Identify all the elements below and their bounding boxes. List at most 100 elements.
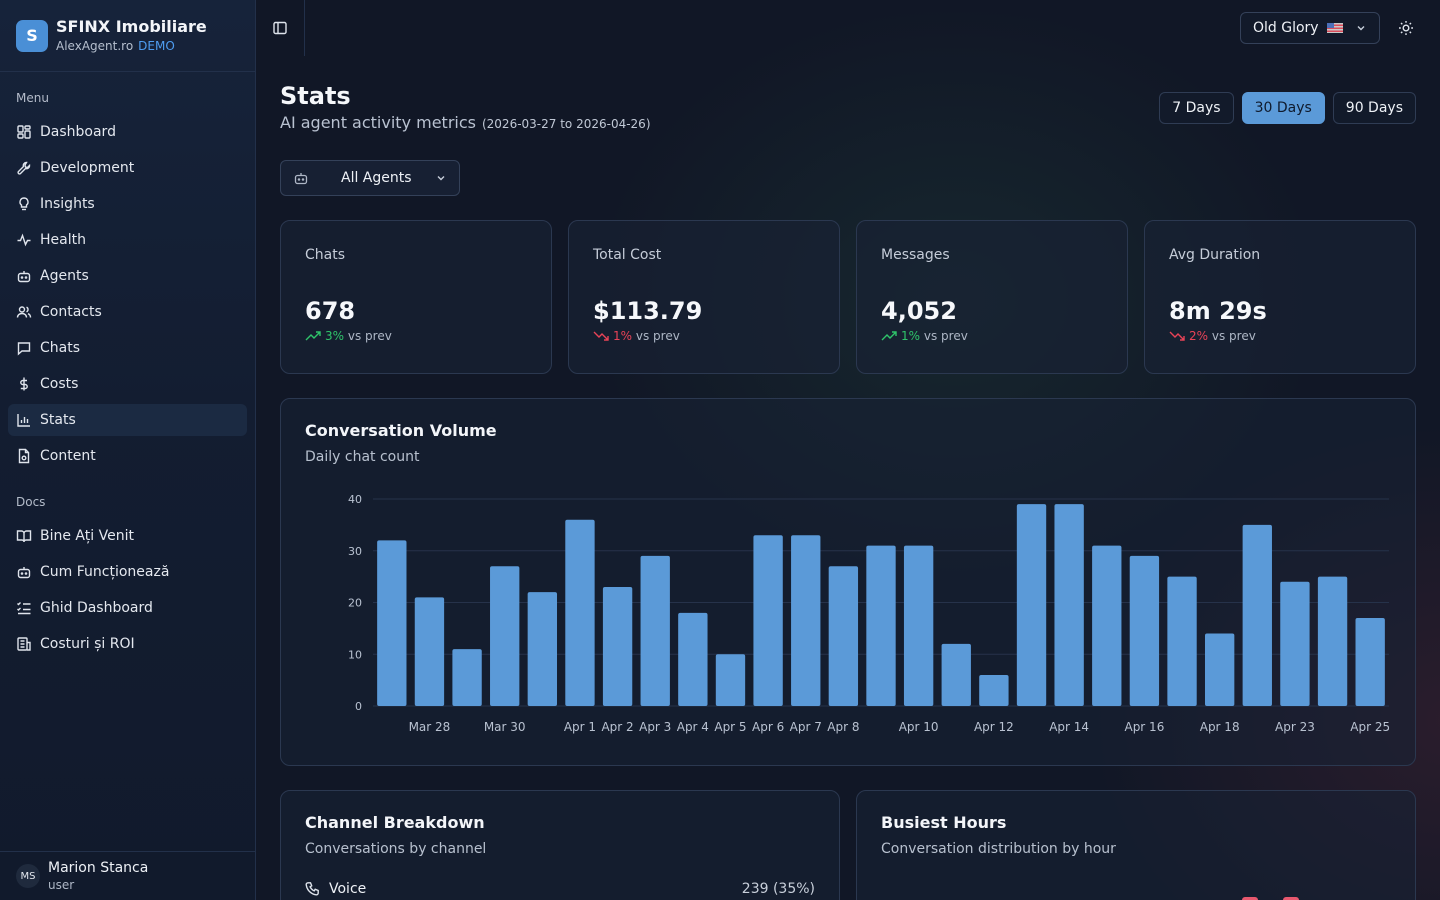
x-tick-label: Apr 4 [677, 720, 709, 734]
sidebar-item-insights[interactable]: Insights [8, 188, 247, 220]
sidebar-item-development[interactable]: Development [8, 152, 247, 184]
bar-apr-24[interactable] [1317, 576, 1348, 706]
hour-bar [1242, 897, 1258, 900]
x-tick-label: Apr 18 [1200, 720, 1240, 734]
y-tick-label: 30 [348, 545, 362, 558]
bar-apr-8[interactable] [828, 566, 859, 706]
x-tick-label: Apr 25 [1350, 720, 1390, 734]
sidebar-item-chats[interactable]: Chats [8, 332, 247, 364]
sidebar-toggle-button[interactable] [256, 0, 305, 56]
bar-apr-15[interactable] [1092, 545, 1122, 706]
chevron-down-icon [1357, 26, 1365, 31]
sidebar-item-contacts[interactable]: Contacts [8, 296, 247, 328]
bar-apr-7[interactable] [791, 535, 821, 706]
panel-subtitle: Conversations by channel [305, 841, 487, 857]
menu-heading: Menu [16, 91, 49, 105]
range-30-days-button[interactable]: 30 Days [1241, 92, 1325, 124]
stat-delta-value: 1% [901, 329, 921, 343]
theme-select[interactable]: Old Glory [1240, 12, 1380, 44]
x-tick-label: Apr 7 [790, 720, 822, 734]
bar-apr-2[interactable] [602, 586, 633, 706]
x-tick-label: Apr 5 [714, 720, 746, 734]
bar-apr-18[interactable] [1204, 633, 1235, 706]
stat-label: Messages [881, 247, 950, 263]
panel-title: Conversation Volume [305, 421, 497, 440]
page-subtitle-text: AI agent activity metrics [280, 113, 476, 132]
bar-apr-16[interactable] [1129, 555, 1160, 706]
sidebar-item-cum-functioneaza[interactable]: Cum Funcționează [8, 556, 247, 588]
trend-down-icon [593, 331, 609, 341]
sidebar-item-bine-ati-venit[interactable]: Bine Ați Venit [8, 520, 247, 552]
bar-apr-4[interactable] [678, 612, 708, 706]
x-tick-label: Apr 2 [601, 720, 633, 734]
theme-toggle-button[interactable] [1394, 16, 1418, 40]
bar-apr-10[interactable] [903, 545, 934, 706]
bar-apr-25[interactable] [1355, 618, 1385, 706]
bar-apr-11[interactable] [941, 643, 971, 706]
sidebar-item-ghid-dashboard[interactable]: Ghid Dashboard [8, 592, 247, 624]
bar-apr-19[interactable] [1242, 524, 1272, 706]
bar-apr-6[interactable] [753, 535, 783, 706]
bar-apr-17[interactable] [1167, 576, 1197, 706]
page-subtitle: AI agent activity metrics (2026-03-27 to … [280, 112, 651, 135]
bar-apr-1[interactable] [565, 519, 595, 706]
bar-apr-23[interactable] [1280, 581, 1310, 706]
agent-filter-value: All Agents [341, 170, 412, 186]
users-icon [16, 306, 32, 318]
sidebar-toggle-icon [273, 21, 287, 35]
x-tick-label: Mar 30 [484, 720, 526, 734]
stat-delta: 3% vs prev [305, 329, 527, 343]
range-90-days-button[interactable]: 90 Days [1332, 92, 1416, 124]
x-tick-label: Apr 6 [752, 720, 784, 734]
stat-label: Avg Duration [1169, 247, 1261, 263]
bar-mar-28[interactable] [414, 597, 445, 706]
sidebar-item-costs[interactable]: Costs [8, 368, 247, 400]
bar-apr-5[interactable] [715, 654, 746, 706]
bar-apr-3[interactable] [640, 555, 670, 706]
sidebar-item-label: Health [40, 232, 86, 248]
bar-mar-27[interactable] [377, 540, 407, 706]
panel-title: Channel Breakdown [305, 813, 485, 832]
bar-mar-30[interactable] [490, 566, 520, 706]
brand-header[interactable]: S SFINX Imobiliare AlexAgent.ro DEMO [0, 0, 255, 72]
bar-mar-31[interactable] [527, 592, 558, 706]
sidebar-item-dashboard[interactable]: Dashboard [8, 116, 247, 148]
bar-apr-14[interactable] [1054, 504, 1084, 706]
user-profile[interactable]: MS Marion Stanca user [0, 851, 255, 900]
receipt-icon [17, 637, 31, 651]
trend-up-icon [305, 331, 321, 341]
user-name: Marion Stanca [48, 860, 149, 876]
x-tick-label: Apr 12 [974, 720, 1014, 734]
brand-logo: S [16, 19, 48, 52]
brand-domain-row: AlexAgent.ro DEMO [56, 37, 207, 55]
sidebar-item-stats[interactable]: Stats [8, 404, 247, 436]
sidebar-item-label: Stats [40, 412, 76, 428]
sun-icon [1399, 21, 1413, 35]
sidebar-item-health[interactable]: Health [8, 224, 247, 256]
bar-mar-29[interactable] [452, 649, 482, 706]
stat-delta-value: 1% [613, 329, 633, 343]
bar-apr-12[interactable] [979, 674, 1009, 706]
range-selector: 7 Days 30 Days 90 Days [1159, 92, 1416, 124]
range-7-days-button[interactable]: 7 Days [1159, 92, 1234, 124]
stat-delta-value: 3% [325, 329, 345, 343]
stat-delta-suffix: vs prev [635, 329, 680, 343]
bar-apr-9[interactable] [866, 545, 896, 706]
bot-icon [17, 271, 31, 283]
bot-icon [17, 567, 31, 579]
sidebar-item-costuri-si-roi[interactable]: Costuri și ROI [8, 628, 247, 660]
sidebar-item-content[interactable]: Content [8, 440, 247, 472]
stat-value: $113.79 [593, 297, 703, 325]
agent-filter-select[interactable]: All Agents [280, 160, 460, 196]
x-tick-label: Apr 14 [1049, 720, 1089, 734]
x-tick-label: Apr 3 [639, 720, 671, 734]
bar-chart-icon [17, 414, 30, 427]
list-checks-icon [17, 602, 31, 615]
channel-row-voice: Voice 239 (35%) [305, 881, 815, 897]
channel-breakdown-panel: Channel Breakdown Conversations by chann… [280, 790, 840, 900]
stat-delta-suffix: vs prev [347, 329, 392, 343]
sidebar-item-agents[interactable]: Agents [8, 260, 247, 292]
page-title: Stats [280, 82, 351, 110]
bar-apr-13[interactable] [1016, 504, 1047, 706]
main-content: Old Glory Stats AI agent activity metric… [256, 0, 1440, 900]
